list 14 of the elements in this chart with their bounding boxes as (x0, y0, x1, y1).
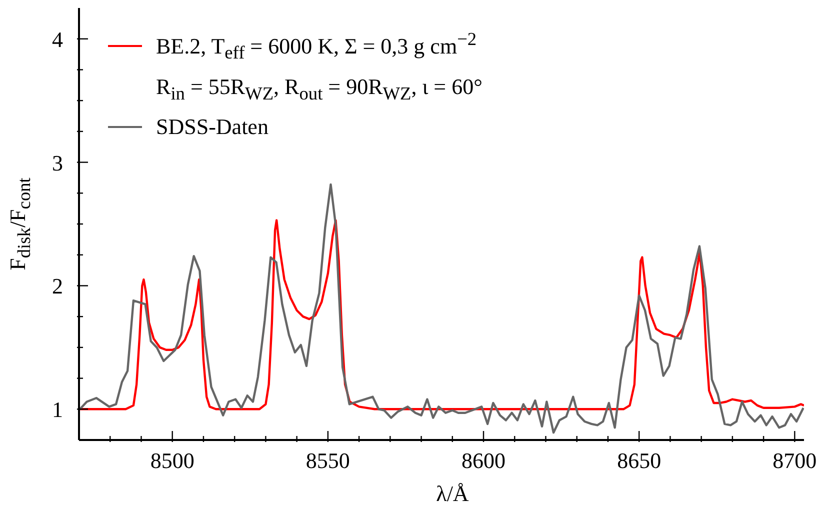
line-series (79, 183, 804, 434)
text: BE.2, T$_{eff}$ = 6000 K, Σ = 0,3 g cm$^{−2}$ R$_{in}$ = 55R$_{WZ}$, R$_{out}$ = 90R$_{WZ}$, ι = 60° (156, 29, 482, 104)
y-tick-label: 3 (52, 150, 63, 176)
legend-label: SDSS-Daten (156, 113, 268, 142)
y-tick-label: 4 (52, 26, 63, 52)
x-axis-title: λ/Å (435, 481, 470, 507)
x-tick-label: 8550 (306, 448, 350, 473)
y-tick-label: 1 (52, 397, 63, 422)
line-series (79, 219, 804, 410)
x-tick-label: 8700 (772, 448, 817, 473)
x-tick-label: 8600 (462, 448, 506, 473)
x-tick-label: 8500 (150, 448, 194, 473)
x-tick-label: 8650 (617, 448, 662, 473)
y-tick-label: 2 (52, 274, 63, 299)
